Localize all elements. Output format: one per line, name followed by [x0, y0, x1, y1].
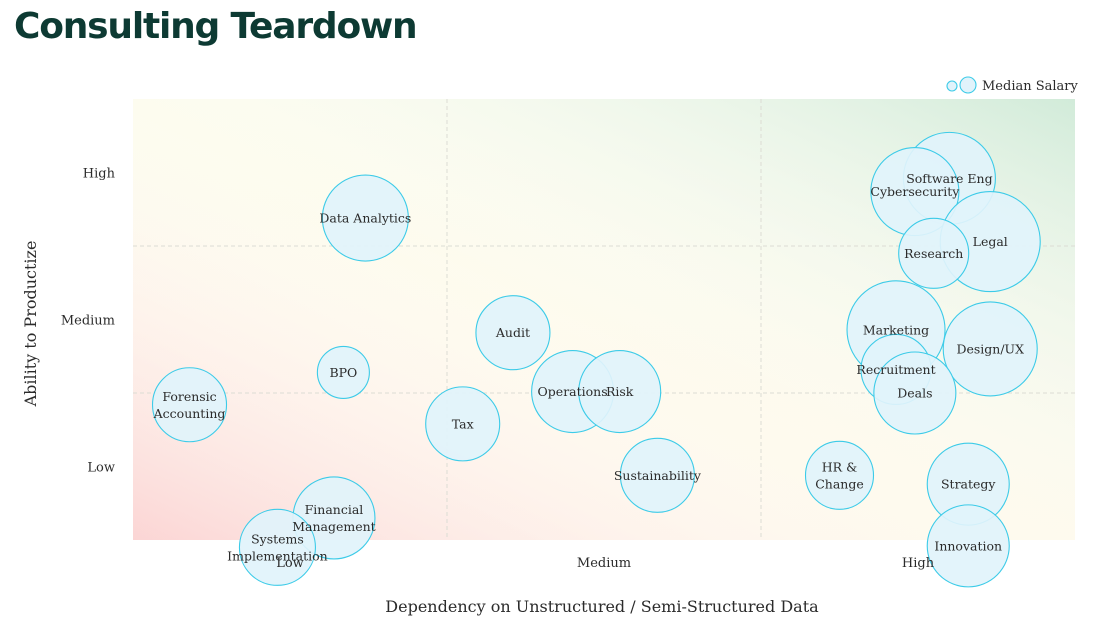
bubble-label-7: Design/UX [956, 341, 1024, 356]
bubble-label-1: Cybersecurity [870, 184, 960, 199]
bubble-label-16: HR & Change [815, 459, 864, 491]
x-axis-label: Dependency on Unstructured / Semi-Struct… [385, 597, 819, 616]
bubble-9 [475, 295, 551, 371]
legend-small-circle-icon [946, 80, 958, 92]
legend: Median Salary [946, 76, 1079, 94]
bubble-label-12: BPO [329, 365, 357, 380]
y-tick-label-2: High [83, 167, 116, 182]
y-tick-label-1: Medium [61, 314, 115, 329]
bubble-label-19: Financial Management [292, 502, 375, 534]
legend-large-circle-icon [959, 76, 977, 94]
bubble-label-4: Data Analytics [319, 211, 411, 226]
bubble-label-18: Innovation [934, 538, 1002, 553]
bubble-13 [151, 367, 228, 443]
bubble-label-3: Research [904, 246, 963, 261]
bubble-label-15: Sustainability [614, 468, 702, 483]
bubble-18 [926, 504, 1010, 588]
page-title: Consulting Teardown [14, 6, 418, 47]
y-tick-label-0: Low [87, 461, 115, 476]
bubble-label-14: Tax [452, 416, 474, 431]
bubble-label-10: Operations [538, 384, 608, 399]
bubble-12 [316, 345, 370, 399]
bubble-label-13: Forensic Accounting [153, 389, 226, 421]
bubble-3 [898, 217, 970, 289]
x-tick-label-1: Medium [577, 556, 631, 571]
y-axis-label: Ability to Productize [21, 241, 40, 408]
bubble-14 [425, 386, 501, 462]
bubble-label-8: Deals [897, 386, 932, 401]
x-tick-label-2: High [902, 556, 935, 571]
tick-labels: Low Medium High Low Medium High [61, 167, 935, 572]
bubble-label-20: Systems Implementation [227, 531, 328, 563]
bubble-20 [238, 508, 316, 586]
bubble-label-17: Strategy [941, 477, 996, 492]
bubble-7 [942, 301, 1038, 397]
bubble-label-5: Marketing [863, 322, 929, 337]
bubble-16 [804, 440, 875, 510]
bubble-label-6: Recruitment [856, 362, 935, 377]
bubble-15 [619, 437, 695, 513]
bubble-8 [873, 351, 957, 435]
legend-label: Median Salary [982, 79, 1079, 94]
bubble-label-2: Legal [973, 234, 1008, 249]
x-tick-label-0: Low [276, 556, 304, 571]
bubble-label-0: Software Eng [906, 171, 992, 186]
bubble-label-9: Audit [495, 325, 530, 340]
bubble-label-11: Risk [606, 384, 634, 399]
bubble-11 [578, 349, 662, 434]
bubble-4 [321, 174, 409, 262]
